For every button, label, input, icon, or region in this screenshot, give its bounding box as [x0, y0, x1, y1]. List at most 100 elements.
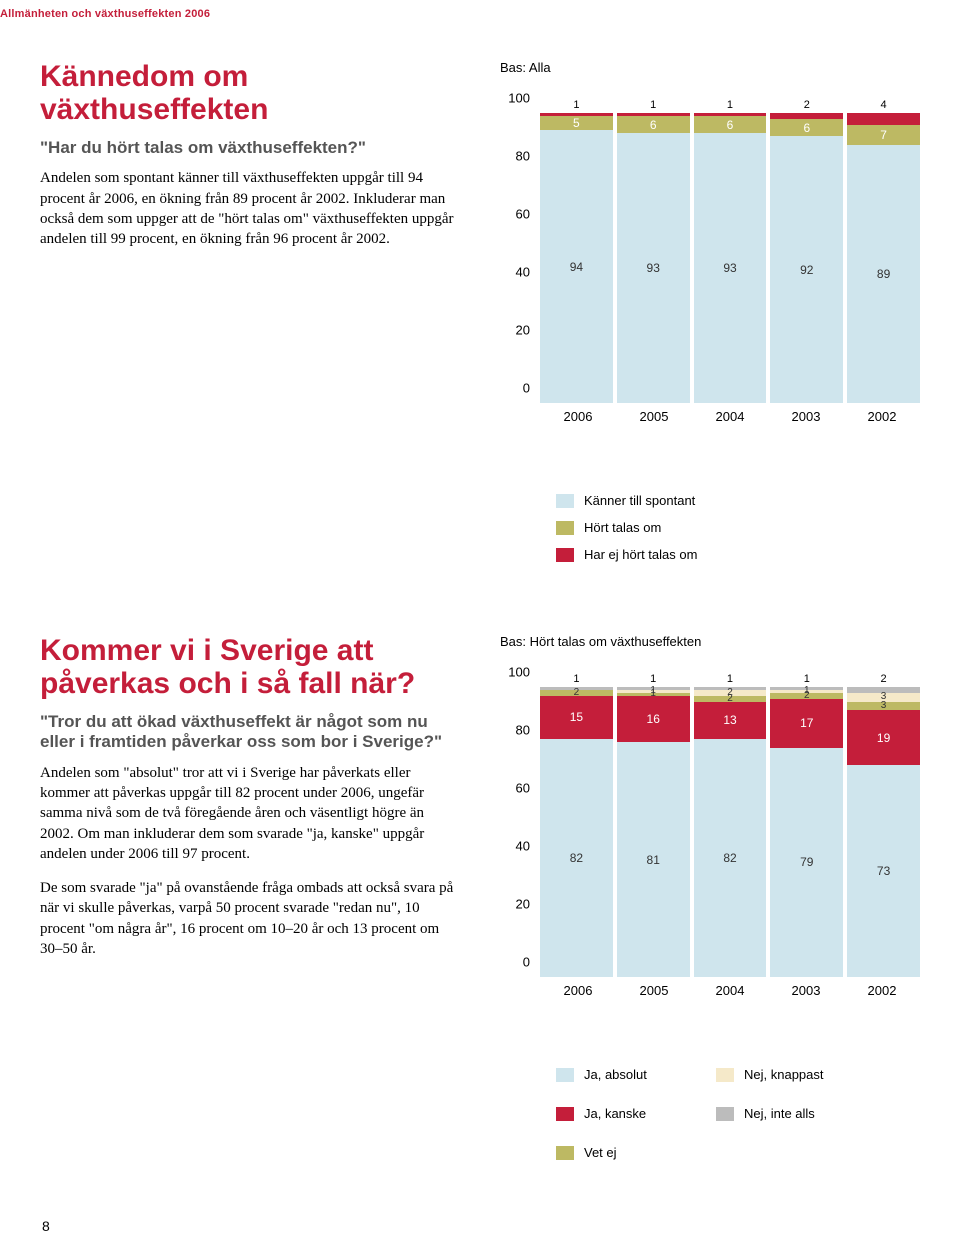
- legend-item: Ja, absolut: [556, 1067, 716, 1082]
- y-tick: 40: [516, 265, 530, 280]
- plot-area: 94519361936192628974: [540, 113, 920, 403]
- bar-col: 9262: [770, 113, 843, 403]
- section2-body1: Andelen som "absolut" tror att vi i Sver…: [40, 763, 460, 864]
- bar-col: 8116111: [617, 687, 690, 977]
- bar-segment: 6: [770, 119, 843, 136]
- bar-segment: 82: [694, 739, 767, 977]
- chart2-base: Bas: Hört talas om växthuseffekten: [500, 634, 920, 649]
- bar-segment: 89: [847, 145, 920, 403]
- legend-item: Ja, kanske: [556, 1106, 716, 1121]
- bar-segment: 93: [617, 133, 690, 403]
- y-tick: 80: [516, 723, 530, 738]
- bar-segment: 16: [617, 696, 690, 742]
- chart1-plot: 0204060801009451936193619262897420062005…: [500, 83, 920, 473]
- chart1-legend: Känner till spontant Hört talas om Har ej …: [500, 493, 920, 562]
- y-tick: 80: [516, 149, 530, 164]
- legend-swatch: [556, 1068, 574, 1082]
- legend-label: Nej, inte alls: [744, 1106, 815, 1121]
- legend-swatch: [556, 1146, 574, 1160]
- legend-swatch: [716, 1068, 734, 1082]
- legend-grid: Ja, absolut Nej, knappast Ja, kanske Nej, i…: [556, 1067, 920, 1172]
- page-number: 8: [42, 1218, 50, 1234]
- section1-title: Kännedom om växthuseffekten: [40, 60, 460, 126]
- section2-subtitle: "Tror du att ökad växthuseffekt är något…: [40, 712, 460, 753]
- y-tick: 100: [508, 665, 530, 680]
- chart1-base: Bas: Alla: [500, 60, 920, 75]
- legend-label: Känner till spontant: [584, 493, 695, 508]
- bar-segment: 3: [847, 702, 920, 711]
- y-tick: 60: [516, 781, 530, 796]
- legend-swatch: [556, 521, 574, 535]
- section1-subtitle: "Har du hört talas om växthuseffekten?": [40, 138, 460, 158]
- bar-col: 8213221: [694, 687, 767, 977]
- x-label: 2003: [768, 983, 844, 998]
- y-tick: 20: [516, 323, 530, 338]
- legend-swatch: [556, 1107, 574, 1121]
- chart1: Bas: Alla 020406080100945193619361926289…: [500, 60, 920, 574]
- x-label: 2002: [844, 983, 920, 998]
- bar-segment: 94: [540, 130, 613, 403]
- bar-segment: 82: [540, 739, 613, 977]
- value-label: 4: [847, 99, 920, 111]
- x-axis: 20062005200420032002: [540, 409, 920, 424]
- chart2-plot: 0204060801008215218116111821322179172117…: [500, 657, 920, 1047]
- bar-segment: 6: [617, 116, 690, 133]
- y-axis: 020406080100: [500, 113, 536, 403]
- x-label: 2002: [844, 409, 920, 424]
- value-label: 1: [617, 673, 690, 685]
- section1-text: Kännedom om växthuseffekten "Har du hört…: [40, 60, 460, 249]
- bar-segment: 13: [694, 702, 767, 740]
- x-label: 2006: [540, 409, 616, 424]
- bar-segment: 73: [847, 765, 920, 977]
- y-tick: 40: [516, 839, 530, 854]
- value-label: 1: [770, 673, 843, 685]
- section1-body: Andelen som spontant känner till växthus…: [40, 168, 460, 249]
- legend-label: Ja, kanske: [584, 1106, 646, 1121]
- chart2: Bas: Hört talas om växthuseffekten 0 20 40…: [500, 634, 920, 1172]
- bar-segment: 92: [770, 136, 843, 403]
- bar-col: 8974: [847, 113, 920, 403]
- page-header: Allmänheten och växthuseffekten 2006: [0, 8, 210, 20]
- bar-segment: 19: [847, 710, 920, 765]
- legend-item: [716, 1145, 876, 1160]
- bar-segment: [847, 113, 920, 125]
- bar-segment: 5: [540, 116, 613, 131]
- x-label: 2004: [692, 983, 768, 998]
- bar-segment: 7: [847, 125, 920, 145]
- legend-swatch: [716, 1107, 734, 1121]
- legend-label: Hört talas om: [584, 520, 661, 535]
- value-label: 1: [540, 99, 613, 111]
- bar-segment: 93: [694, 133, 767, 403]
- legend-label: Har ej hört talas om: [584, 547, 697, 562]
- bar-segment: 15: [540, 696, 613, 740]
- section2-title: Kommer vi i Sverige att påverkas och i s…: [40, 634, 460, 700]
- bar-segment: 79: [770, 748, 843, 977]
- y-tick: 100: [508, 91, 530, 106]
- x-label: 2004: [692, 409, 768, 424]
- y-tick: 0: [523, 955, 530, 970]
- legend-swatch: [556, 548, 574, 562]
- bar-segment: 81: [617, 742, 690, 977]
- legend-item: Har ej hört talas om: [556, 547, 920, 562]
- legend-item: Känner till spontant: [556, 493, 920, 508]
- x-label: 2003: [768, 409, 844, 424]
- legend-item: Vet ej: [556, 1145, 716, 1160]
- bar-col: 7917211: [770, 687, 843, 977]
- x-axis: 20062005200420032002: [540, 983, 920, 998]
- legend-swatch: [556, 494, 574, 508]
- y-tick: 20: [516, 897, 530, 912]
- bar-segment: 6: [694, 116, 767, 133]
- legend-label: Ja, absolut: [584, 1067, 647, 1082]
- x-label: 2005: [616, 983, 692, 998]
- bar-col: 9361: [694, 113, 767, 403]
- bar-segment: 17: [770, 699, 843, 748]
- x-label: 2006: [540, 983, 616, 998]
- legend-item: Nej, knappast: [716, 1067, 876, 1082]
- section2-text: Kommer vi i Sverige att påverkas och i s…: [40, 634, 460, 959]
- value-label: 1: [694, 99, 767, 111]
- bar-col: 9361: [617, 113, 690, 403]
- section2-body2: De som svarade "ja" på ovanstående fråga…: [40, 878, 460, 959]
- chart2-legend: Ja, absolut Nej, knappast Ja, kanske Nej, i…: [500, 1067, 920, 1172]
- value-label: 1: [694, 673, 767, 685]
- y-tick: 0: [523, 381, 530, 396]
